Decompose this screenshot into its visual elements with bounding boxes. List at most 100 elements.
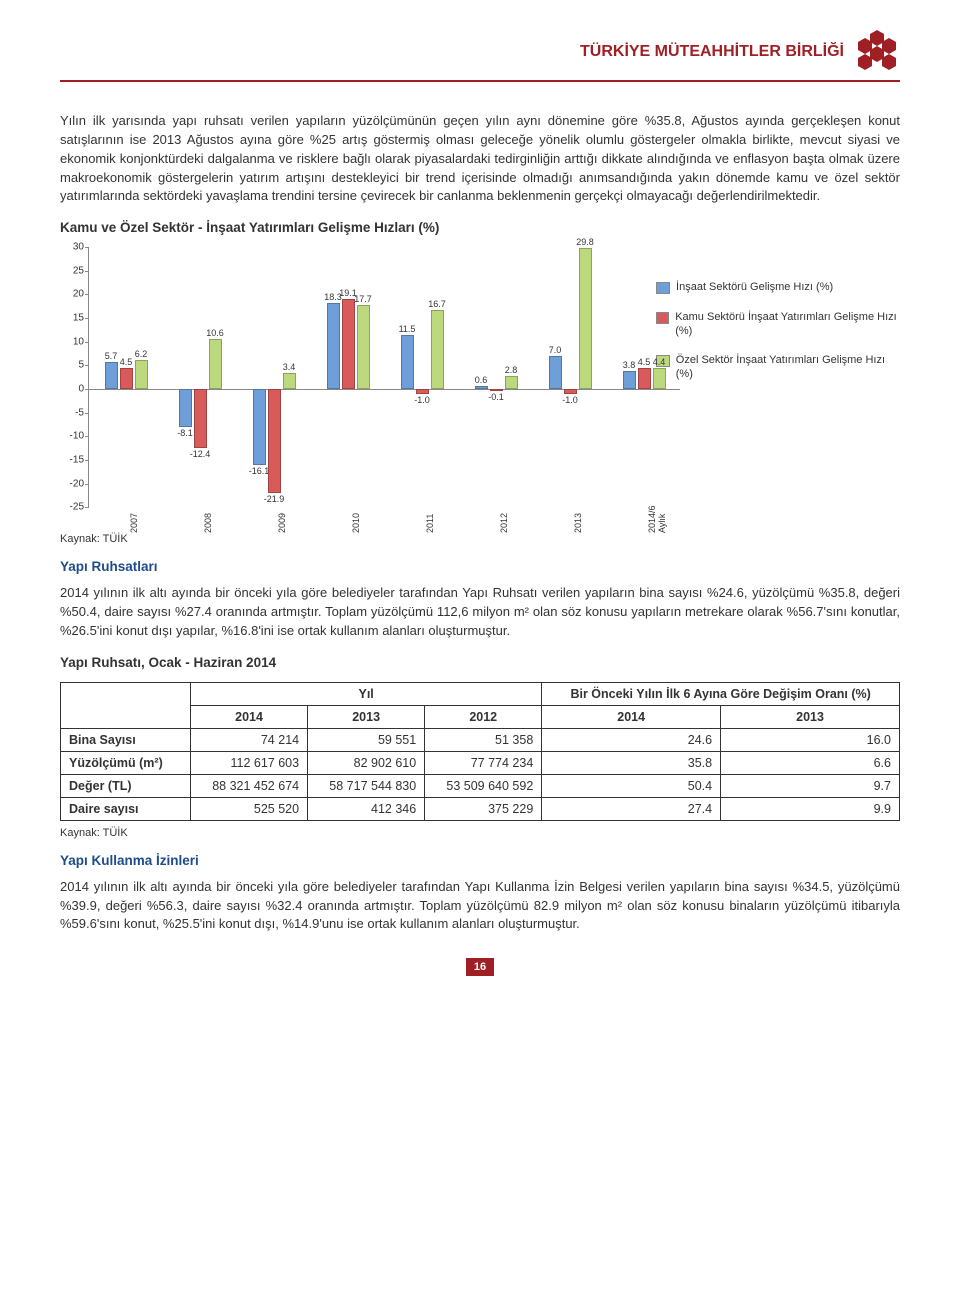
year-group: 11.5-1.016.7 [385, 247, 459, 507]
chart-container: -25-20-15-10-5051015202530 5.74.56.2-8.1… [60, 247, 900, 527]
chart-bar: 4.5 [638, 368, 651, 389]
bar-value-label: -1.0 [562, 395, 578, 405]
y-tick: -10 [70, 431, 84, 442]
table-row: Daire sayısı525 520412 346375 22927.49.9 [61, 797, 900, 820]
table-row: Değer (TL)88 321 452 67458 717 544 83053… [61, 774, 900, 797]
bar-value-label: 6.2 [135, 349, 148, 359]
y-tick: 5 [78, 360, 84, 371]
chart-bar: 5.7 [105, 362, 118, 389]
year-group: 0.6-0.12.8 [459, 247, 533, 507]
table-column-header: 2014 [191, 705, 308, 728]
bar-value-label: 5.7 [105, 351, 118, 361]
table-cell: 77 774 234 [425, 751, 542, 774]
year-group: 5.74.56.2 [89, 247, 163, 507]
table-row-label: Yüzölçümü (m²) [61, 751, 191, 774]
x-axis-label: 2014/6 Aylık [647, 500, 667, 533]
year-group: 3.84.54.4 [607, 247, 681, 507]
bar-value-label: -16.1 [249, 466, 270, 476]
org-logo-icon [854, 30, 900, 74]
bar-value-label: 17.7 [354, 294, 372, 304]
table-row-label: Bina Sayısı [61, 728, 191, 751]
legend-item: Özel Sektör İnşaat Yatırımları Gelişme H… [656, 354, 900, 382]
chart-bar: 29.8 [579, 248, 592, 389]
bar-value-label: -0.1 [488, 392, 504, 402]
bar-value-label: 0.6 [475, 375, 488, 385]
table-cell: 59 551 [308, 728, 425, 751]
chart-bar: 2.8 [505, 376, 518, 389]
year-group: -8.1-12.410.6 [163, 247, 237, 507]
intro-paragraph: Yılın ilk yarısında yapı ruhsatı verilen… [60, 112, 900, 206]
x-axis-label: 2009 [277, 513, 287, 533]
chart-bar: -1.0 [416, 389, 429, 394]
y-tick: 25 [73, 265, 84, 276]
table-cell: 58 717 544 830 [308, 774, 425, 797]
table-row-label: Değer (TL) [61, 774, 191, 797]
chart-bar: -21.9 [268, 389, 281, 493]
org-title: TÜRKİYE MÜTEAHHİTLER BİRLİĞİ [580, 43, 844, 61]
x-axis-label: 2008 [203, 513, 213, 533]
kullanma-paragraph: 2014 yılının ilk altı ayında bir önceki … [60, 878, 900, 935]
table-title: Yapı Ruhsatı, Ocak - Haziran 2014 [60, 655, 900, 670]
table-row: Bina Sayısı74 21459 55151 35824.616.0 [61, 728, 900, 751]
table-cell: 35.8 [542, 751, 721, 774]
bar-value-label: -8.1 [177, 428, 193, 438]
y-tick: -5 [75, 407, 84, 418]
y-tick: -20 [70, 478, 84, 489]
bar-value-label: 7.0 [549, 345, 562, 355]
bar-value-label: -21.9 [264, 494, 285, 504]
table-head-degisim: Bir Önceki Yılın İlk 6 Ayına Göre Değişi… [542, 682, 900, 705]
chart-bar: 10.6 [209, 339, 222, 389]
page-number: 16 [466, 958, 494, 976]
table-cell: 16.0 [721, 728, 900, 751]
chart-bar: -0.1 [490, 389, 503, 391]
table-column-header: 2012 [425, 705, 542, 728]
chart-bar: 3.4 [283, 373, 296, 389]
table-cell: 88 321 452 674 [191, 774, 308, 797]
table-cell: 6.6 [721, 751, 900, 774]
chart-bar: 7.0 [549, 356, 562, 389]
year-group: 18.319.117.7 [311, 247, 385, 507]
table-cell: 53 509 640 592 [425, 774, 542, 797]
x-axis-label: 2011 [425, 514, 435, 533]
legend-item: Kamu Sektörü İnşaat Yatırımları Gelişme … [656, 311, 900, 339]
chart-bar: -8.1 [179, 389, 192, 427]
table-cell: 375 229 [425, 797, 542, 820]
bar-value-label: 3.8 [623, 360, 636, 370]
chart-bar: 18.3 [327, 303, 340, 390]
chart-bar: -1.0 [564, 389, 577, 394]
chart-bar: 6.2 [135, 360, 148, 389]
y-tick: -15 [70, 454, 84, 465]
x-axis-label: 2007 [129, 513, 139, 533]
bar-value-label: 29.8 [576, 237, 594, 247]
table-cell: 82 902 610 [308, 751, 425, 774]
table-cell: 50.4 [542, 774, 721, 797]
x-axis-label: 2013 [573, 513, 583, 533]
y-tick: 10 [73, 336, 84, 347]
table-column-header: 2013 [721, 705, 900, 728]
ruhsat-paragraph: 2014 yılının ilk altı ayında bir önceki … [60, 584, 900, 641]
year-group: -16.1-21.93.4 [237, 247, 311, 507]
table-column-header: 2014 [542, 705, 721, 728]
chart-legend: İnşaat Sektörü Gelişme Hızı (%) Kamu Sekt… [656, 281, 900, 382]
table-cell: 412 346 [308, 797, 425, 820]
table-cell: 24.6 [542, 728, 721, 751]
table-cell: 9.9 [721, 797, 900, 820]
table-row-label: Daire sayısı [61, 797, 191, 820]
legend-item: İnşaat Sektörü Gelişme Hızı (%) [656, 281, 900, 295]
table-cell: 9.7 [721, 774, 900, 797]
chart-bar: -16.1 [253, 389, 266, 465]
bar-value-label: 4.4 [653, 357, 666, 367]
table-head-yil: Yıl [191, 682, 542, 705]
bar-chart: -25-20-15-10-5051015202530 5.74.56.2-8.1… [60, 247, 638, 527]
x-axis-label: 2010 [351, 513, 361, 533]
chart-bar: 16.7 [431, 310, 444, 389]
bar-value-label: 16.7 [428, 299, 446, 309]
table-cell: 74 214 [191, 728, 308, 751]
chart-bar: 17.7 [357, 305, 370, 389]
bar-value-label: 11.5 [399, 324, 416, 334]
chart-bar: 4.4 [653, 368, 666, 389]
y-tick: 15 [73, 313, 84, 324]
chart-title: Kamu ve Özel Sektör - İnşaat Yatırımları… [60, 220, 900, 235]
year-group: 7.0-1.029.8 [533, 247, 607, 507]
bar-value-label: 2.8 [505, 365, 518, 375]
